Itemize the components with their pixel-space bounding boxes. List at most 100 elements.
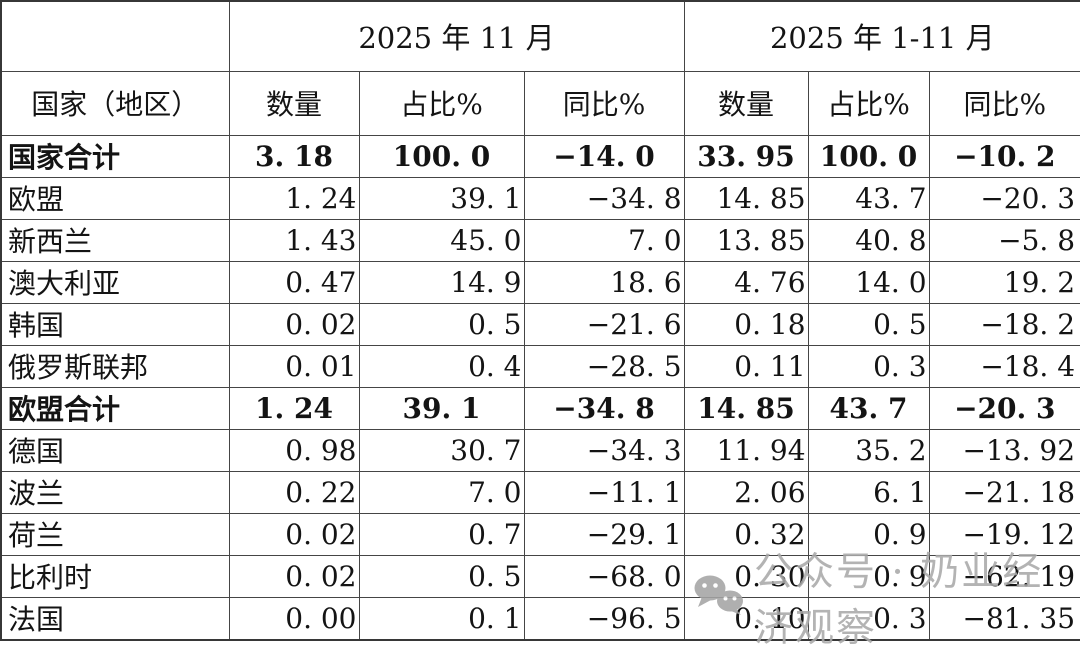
cell-share-month: 0. 5: [358, 554, 525, 598]
column-header-row: 国家（地区） 数量 占比% 同比% 数量 占比% 同比%: [0, 70, 1080, 136]
row-label: 荷兰: [0, 512, 230, 556]
cell-share-month: 45. 0: [358, 218, 525, 262]
cell-share-month: 0. 4: [358, 344, 525, 388]
table-row: 韩国 0. 02 0. 5 −21. 6 0. 18 0. 5 −18. 2: [0, 302, 1080, 346]
cell-share-ytd: 40. 8: [807, 218, 930, 262]
cell-qty-month: 0. 02: [228, 302, 360, 346]
cell-yoy-ytd: −18. 4: [928, 344, 1080, 388]
cell-qty-ytd: 14. 85: [683, 386, 809, 430]
row-label: 国家合计: [0, 134, 230, 178]
share-column-header: 占比%: [358, 70, 525, 136]
cell-qty-month: 0. 47: [228, 260, 360, 304]
cell-qty-ytd: 33. 95: [683, 134, 809, 178]
cell-yoy-month: −29. 1: [523, 512, 685, 556]
row-label: 欧盟合计: [0, 386, 230, 430]
cell-qty-month: 3. 18: [228, 134, 360, 178]
cell-yoy-month: 7. 0: [523, 218, 685, 262]
cell-yoy-month: −11. 1: [523, 470, 685, 514]
cell-yoy-ytd: −20. 3: [928, 386, 1080, 430]
cell-share-month: 0. 1: [358, 596, 525, 641]
cell-share-ytd: 0. 3: [807, 344, 930, 388]
cell-yoy-month: 18. 6: [523, 260, 685, 304]
cell-yoy-ytd: −10. 2: [928, 134, 1080, 178]
cell-qty-month: 1. 43: [228, 218, 360, 262]
cell-yoy-month: −96. 5: [523, 596, 685, 641]
table-row: 荷兰 0. 02 0. 7 −29. 1 0. 32 0. 9 −19. 12: [0, 512, 1080, 556]
cell-qty-ytd: 0. 30: [683, 554, 809, 598]
cell-share-ytd: 35. 2: [807, 428, 930, 472]
cell-yoy-ytd: −20. 3: [928, 176, 1080, 220]
period-month-header: 2025 年 11 月: [228, 0, 685, 72]
row-label: 波兰: [0, 470, 230, 514]
cell-yoy-month: −28. 5: [523, 344, 685, 388]
cell-yoy-month: −14. 0: [523, 134, 685, 178]
table-row: 德国 0. 98 30. 7 −34. 3 11. 94 35. 2 −13. …: [0, 428, 1080, 472]
cell-yoy-ytd: −18. 2: [928, 302, 1080, 346]
cell-qty-month: 0. 98: [228, 428, 360, 472]
row-label: 新西兰: [0, 218, 230, 262]
cell-qty-ytd: 4. 76: [683, 260, 809, 304]
cell-qty-ytd: 13. 85: [683, 218, 809, 262]
cell-share-month: 39. 1: [358, 386, 525, 430]
yoy-column-header: 同比%: [523, 70, 685, 136]
cell-qty-ytd: 2. 06: [683, 470, 809, 514]
table-row: 波兰 0. 22 7. 0 −11. 1 2. 06 6. 1 −21. 18: [0, 470, 1080, 514]
share-column-header: 占比%: [807, 70, 930, 136]
cell-share-ytd: 6. 1: [807, 470, 930, 514]
cell-share-ytd: 14. 0: [807, 260, 930, 304]
cell-qty-month: 0. 02: [228, 512, 360, 556]
yoy-column-header: 同比%: [928, 70, 1080, 136]
cell-qty-month: 1. 24: [228, 176, 360, 220]
cell-qty-month: 0. 00: [228, 596, 360, 641]
cell-qty-month: 0. 01: [228, 344, 360, 388]
cell-yoy-month: −34. 3: [523, 428, 685, 472]
row-label: 法国: [0, 596, 230, 641]
qty-column-header: 数量: [683, 70, 809, 136]
row-label: 澳大利亚: [0, 260, 230, 304]
cell-share-ytd: 43. 7: [807, 176, 930, 220]
cell-share-month: 14. 9: [358, 260, 525, 304]
cell-qty-month: 1. 24: [228, 386, 360, 430]
cell-yoy-ytd: −62. 19: [928, 554, 1080, 598]
cell-share-month: 39. 1: [358, 176, 525, 220]
row-label: 欧盟: [0, 176, 230, 220]
cell-qty-ytd: 11. 94: [683, 428, 809, 472]
row-label: 韩国: [0, 302, 230, 346]
cell-share-ytd: 0. 5: [807, 302, 930, 346]
cell-yoy-month: −21. 6: [523, 302, 685, 346]
table-row-total: 国家合计 3. 18 100. 0 −14. 0 33. 95 100. 0 −…: [0, 134, 1080, 178]
cell-qty-ytd: 0. 11: [683, 344, 809, 388]
cell-yoy-ytd: −5. 8: [928, 218, 1080, 262]
table-row: 澳大利亚 0. 47 14. 9 18. 6 4. 76 14. 0 19. 2: [0, 260, 1080, 304]
table-row: 欧盟 1. 24 39. 1 −34. 8 14. 85 43. 7 −20. …: [0, 176, 1080, 220]
cell-yoy-ytd: −81. 35: [928, 596, 1080, 641]
corner-cell: [0, 0, 230, 72]
cell-share-month: 30. 7: [358, 428, 525, 472]
table-row: 比利时 0. 02 0. 5 −68. 0 0. 30 0. 9 −62. 19: [0, 554, 1080, 598]
cell-yoy-ytd: −13. 92: [928, 428, 1080, 472]
row-label: 比利时: [0, 554, 230, 598]
cell-share-month: 0. 7: [358, 512, 525, 556]
cell-share-ytd: 43. 7: [807, 386, 930, 430]
cell-yoy-ytd: 19. 2: [928, 260, 1080, 304]
cell-yoy-month: −34. 8: [523, 386, 685, 430]
row-label: 德国: [0, 428, 230, 472]
cell-share-ytd: 0. 3: [807, 596, 930, 641]
row-label: 俄罗斯联邦: [0, 344, 230, 388]
period-ytd-header: 2025 年 1-11 月: [683, 0, 1080, 72]
cell-share-month: 7. 0: [358, 470, 525, 514]
cell-yoy-month: −34. 8: [523, 176, 685, 220]
table-row: 俄罗斯联邦 0. 01 0. 4 −28. 5 0. 11 0. 3 −18. …: [0, 344, 1080, 388]
cell-qty-ytd: 0. 10: [683, 596, 809, 641]
cell-qty-month: 0. 02: [228, 554, 360, 598]
cell-yoy-ytd: −19. 12: [928, 512, 1080, 556]
cell-share-month: 0. 5: [358, 302, 525, 346]
cell-qty-ytd: 14. 85: [683, 176, 809, 220]
cell-qty-ytd: 0. 18: [683, 302, 809, 346]
cell-qty-ytd: 0. 32: [683, 512, 809, 556]
table-row-eu-total: 欧盟合计 1. 24 39. 1 −34. 8 14. 85 43. 7 −20…: [0, 386, 1080, 430]
cell-share-ytd: 0. 9: [807, 512, 930, 556]
cell-share-month: 100. 0: [358, 134, 525, 178]
cell-qty-month: 0. 22: [228, 470, 360, 514]
